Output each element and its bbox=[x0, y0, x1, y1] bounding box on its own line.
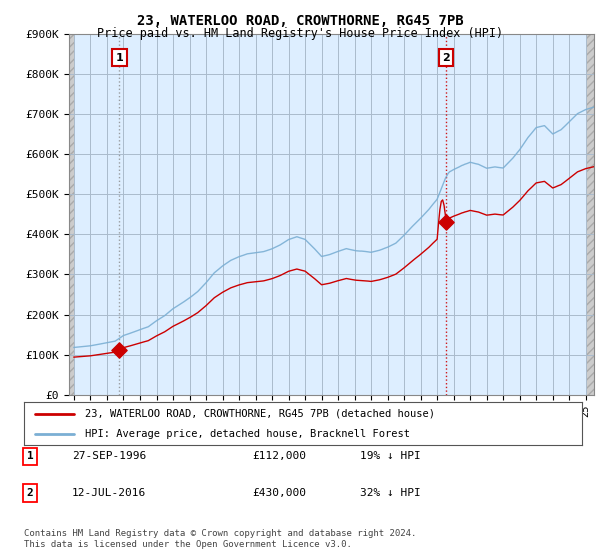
Bar bbox=[587, 34, 594, 395]
Text: 32% ↓ HPI: 32% ↓ HPI bbox=[360, 488, 421, 498]
Text: 2: 2 bbox=[26, 488, 34, 498]
Bar bbox=[69, 34, 74, 395]
Text: Contains HM Land Registry data © Crown copyright and database right 2024.
This d: Contains HM Land Registry data © Crown c… bbox=[24, 529, 416, 549]
Text: £112,000: £112,000 bbox=[252, 451, 306, 461]
Point bbox=[115, 346, 124, 354]
Text: 19% ↓ HPI: 19% ↓ HPI bbox=[360, 451, 421, 461]
Text: 2: 2 bbox=[442, 53, 450, 63]
Text: 1: 1 bbox=[115, 53, 123, 63]
Text: 23, WATERLOO ROAD, CROWTHORNE, RG45 7PB (detached house): 23, WATERLOO ROAD, CROWTHORNE, RG45 7PB … bbox=[85, 409, 436, 419]
Text: £430,000: £430,000 bbox=[252, 488, 306, 498]
Point bbox=[441, 218, 451, 227]
Text: 23, WATERLOO ROAD, CROWTHORNE, RG45 7PB: 23, WATERLOO ROAD, CROWTHORNE, RG45 7PB bbox=[137, 14, 463, 28]
Text: Price paid vs. HM Land Registry's House Price Index (HPI): Price paid vs. HM Land Registry's House … bbox=[97, 27, 503, 40]
Text: 27-SEP-1996: 27-SEP-1996 bbox=[72, 451, 146, 461]
Text: 1: 1 bbox=[26, 451, 34, 461]
Text: HPI: Average price, detached house, Bracknell Forest: HPI: Average price, detached house, Brac… bbox=[85, 430, 410, 439]
Text: 12-JUL-2016: 12-JUL-2016 bbox=[72, 488, 146, 498]
